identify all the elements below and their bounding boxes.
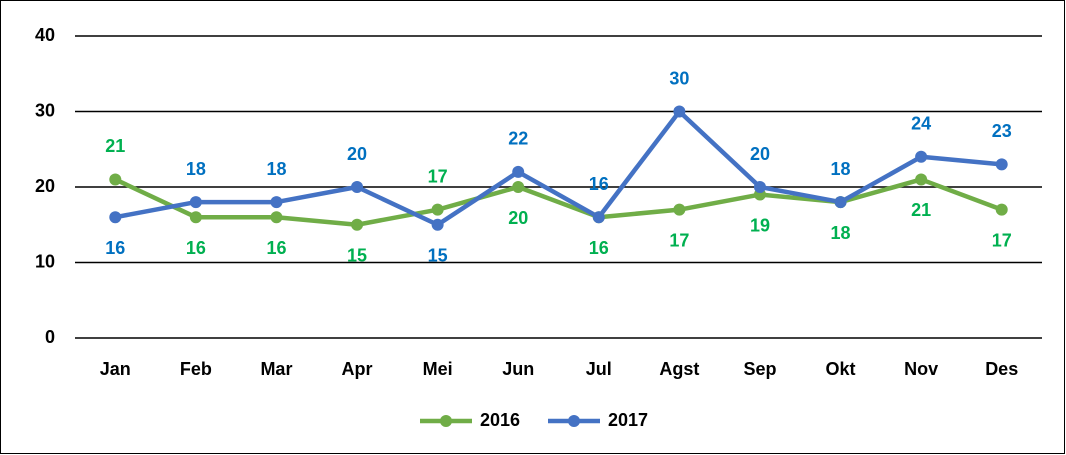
x-tick-label: Mar: [260, 359, 292, 379]
point: [673, 203, 686, 216]
data-label: 16: [186, 238, 206, 258]
data-label: 18: [186, 159, 206, 179]
data-label: 19: [750, 215, 770, 235]
x-tick-label: Agst: [659, 359, 699, 379]
point: [995, 203, 1008, 216]
data-label: 20: [750, 144, 770, 164]
y-tick-label: 40: [35, 25, 55, 45]
x-tick-label: Mei: [423, 359, 453, 379]
data-label: 24: [911, 114, 931, 134]
point: [592, 211, 605, 224]
point: [351, 218, 364, 231]
point: [512, 165, 525, 178]
data-label: 16: [266, 238, 286, 258]
point: [995, 158, 1008, 171]
data-label: 16: [589, 174, 609, 194]
point: [109, 211, 122, 224]
data-label: 20: [347, 144, 367, 164]
data-label: 15: [347, 246, 367, 266]
point: [431, 203, 444, 216]
data-label: 21: [105, 136, 125, 156]
x-tick-label: Nov: [904, 359, 938, 379]
data-label: 30: [669, 68, 689, 88]
x-tick-label: Jun: [502, 359, 534, 379]
point: [673, 105, 686, 118]
legend-marker: [440, 415, 452, 427]
series-line: [114, 109, 1002, 227]
legend-marker: [568, 415, 580, 427]
x-tick-label: Okt: [826, 359, 856, 379]
point: [109, 173, 122, 186]
point: [270, 211, 283, 224]
point: [270, 196, 283, 209]
data-label: 17: [428, 166, 448, 186]
point: [834, 196, 847, 209]
y-tick-label: 30: [35, 100, 55, 120]
x-tick-label: Jul: [586, 359, 612, 379]
data-label: 18: [831, 159, 851, 179]
legend-label: 2016: [480, 410, 520, 430]
point: [512, 181, 525, 193]
point: [431, 218, 444, 231]
data-label: 17: [992, 230, 1012, 250]
data-label: 15: [428, 246, 448, 266]
y-tick-label: 20: [35, 176, 55, 196]
point: [753, 181, 766, 193]
y-tick-label: 10: [35, 251, 55, 271]
x-tick-label: Apr: [342, 359, 373, 379]
point: [351, 181, 364, 193]
point: [915, 150, 928, 163]
series-line: [114, 177, 1003, 227]
point: [189, 196, 202, 209]
data-label: 18: [831, 223, 851, 243]
data-label: 21: [911, 200, 931, 220]
data-label: 18: [266, 159, 286, 179]
point: [189, 211, 202, 224]
x-tick-label: Des: [985, 359, 1018, 379]
data-label: 17: [669, 230, 689, 250]
x-tick-label: Sep: [743, 359, 776, 379]
data-label: 22: [508, 129, 528, 149]
legend-label: 2017: [608, 410, 648, 430]
x-tick-label: Jan: [100, 359, 131, 379]
data-label: 20: [508, 208, 528, 228]
y-tick-label: 0: [45, 327, 55, 347]
data-label: 16: [589, 238, 609, 258]
point: [915, 173, 928, 186]
data-label: 23: [992, 121, 1012, 141]
x-tick-label: Feb: [180, 359, 212, 379]
data-label: 16: [105, 238, 125, 258]
